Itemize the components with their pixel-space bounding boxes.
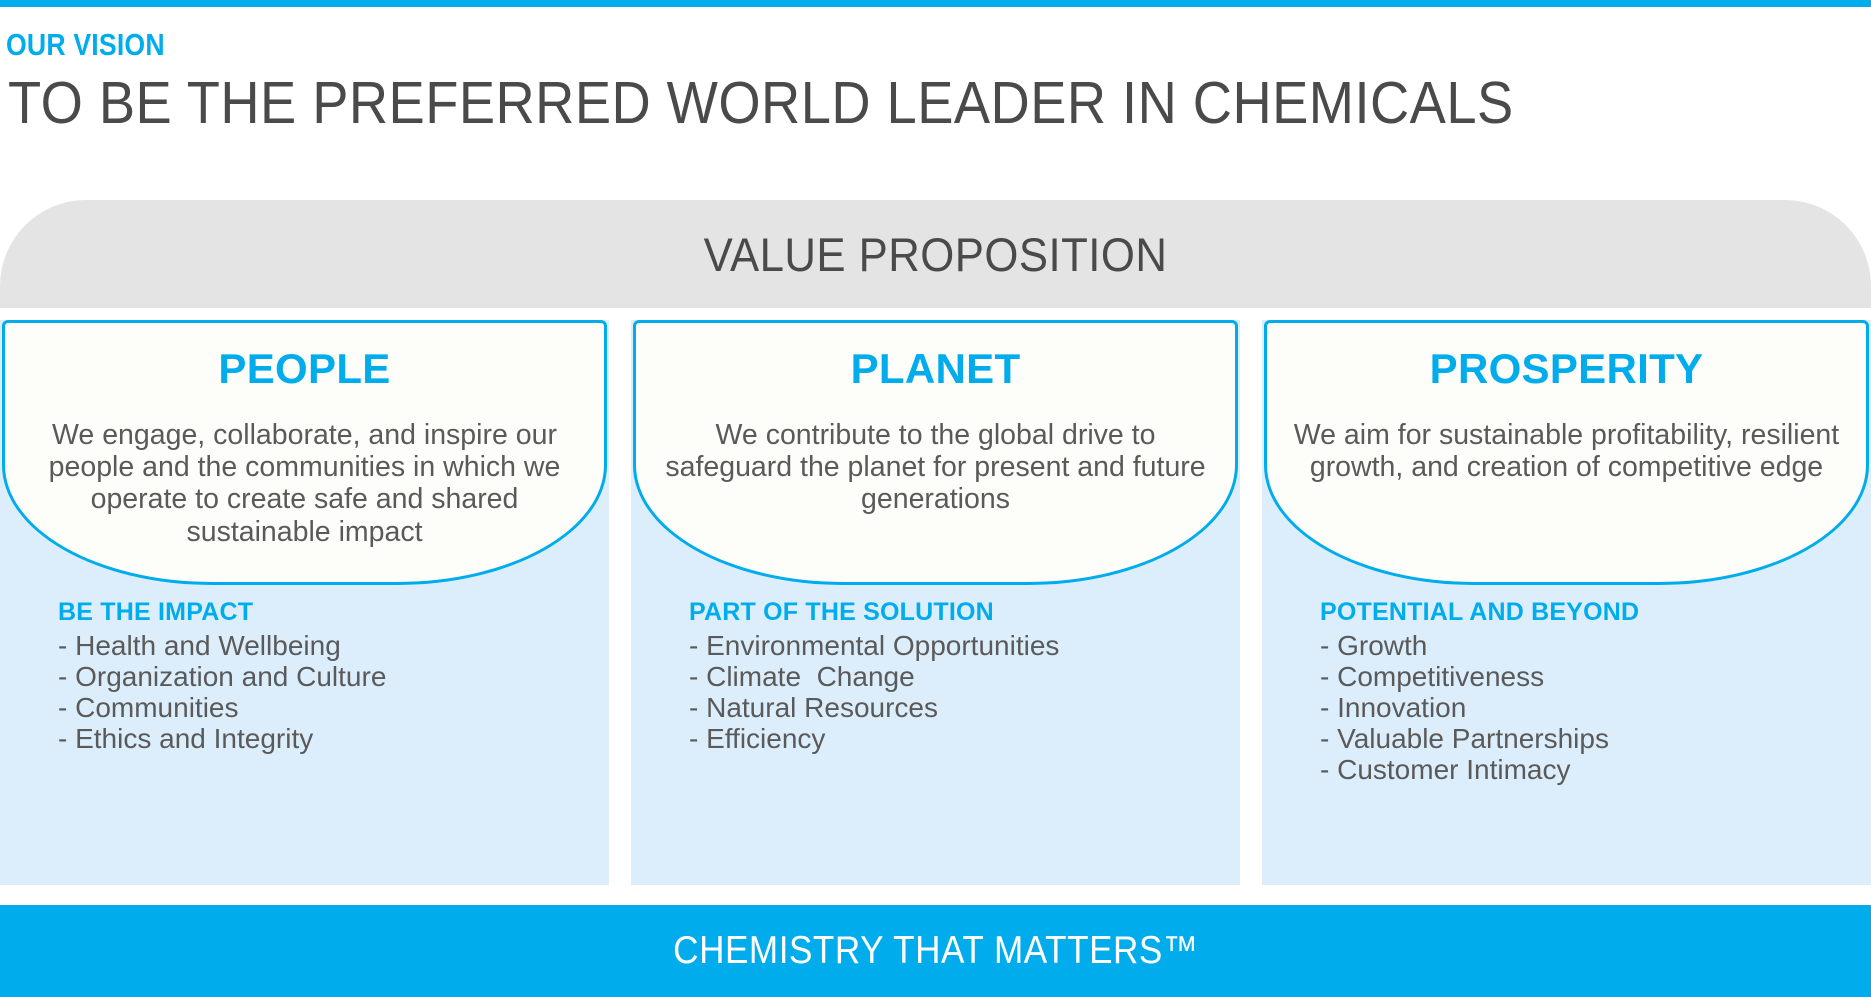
list-item: - Organization and Culture [58,661,387,693]
pillar-description: We aim for sustainable profitability, re… [1293,419,1840,484]
pillar-name: PEOPLE [218,345,391,392]
list-item: - Growth [1320,630,1428,661]
focus-list: - Health and Wellbeing - Organization an… [58,630,386,754]
list-item: - Valuable Partnerships [1320,723,1609,755]
pillar-card: PROSPERITY We aim for sustainable profit… [1264,320,1869,585]
pillar-people: PEOPLE We engage, collaborate, and inspi… [0,320,609,885]
focus-block: PART OF THE SOLUTION - Environmental Opp… [689,598,1059,885]
focus-block: BE THE IMPACT - Health and Wellbeing - O… [58,598,386,885]
list-item: - Ethics and Integrity [58,723,314,755]
list-item: - Customer Intimacy [1320,754,1571,786]
focus-title: POTENTIAL AND BEYOND [1320,598,1640,626]
tagline-footer: CHEMISTRY THAT MATTERS™ [0,905,1871,997]
list-item: - Climate Change [689,661,915,693]
value-proposition-title: VALUE PROPOSITION [703,227,1168,281]
list-item: - Environmental Opportunities [689,630,1060,661]
eyebrow-label: OUR VISION [6,27,165,62]
list-item: - Natural Resources [689,692,938,724]
pillar-description: We contribute to the global drive to saf… [665,419,1206,516]
pillars-row: PEOPLE We engage, collaborate, and inspi… [0,320,1871,885]
top-accent-rule [0,0,1871,7]
list-item: - Health and Wellbeing [58,630,341,661]
pillar-prosperity: PROSPERITY We aim for sustainable profit… [1262,320,1871,885]
focus-title: BE THE IMPACT [58,598,254,626]
pillar-name: PLANET [850,345,1021,392]
pillar-description: We engage, collaborate, and inspire our … [48,419,561,548]
page-title: TO BE THE PREFERRED WORLD LEADER IN CHEM… [8,70,1514,136]
vision-header: OUR VISION TO BE THE PREFERRED WORLD LEA… [0,7,1871,175]
pillar-card: PLANET We contribute to the global drive… [633,320,1238,585]
focus-title: PART OF THE SOLUTION [689,598,994,626]
tagline-text: CHEMISTRY THAT MATTERS™ [672,929,1199,972]
focus-list: - Growth - Competitiveness - Innovation … [1320,630,1639,785]
list-item: - Innovation [1320,692,1467,724]
list-item: - Competitiveness [1320,661,1545,693]
value-proposition-band: VALUE PROPOSITION [0,200,1871,308]
list-item: - Efficiency [689,723,826,755]
pillar-name: PROSPERITY [1429,345,1704,392]
pillar-planet: PLANET We contribute to the global drive… [631,320,1240,885]
pillar-card: PEOPLE We engage, collaborate, and inspi… [2,320,607,585]
focus-block: POTENTIAL AND BEYOND - Growth - Competit… [1320,598,1639,885]
list-item: - Communities [58,692,239,724]
focus-list: - Environmental Opportunities - Climate … [689,630,1059,754]
